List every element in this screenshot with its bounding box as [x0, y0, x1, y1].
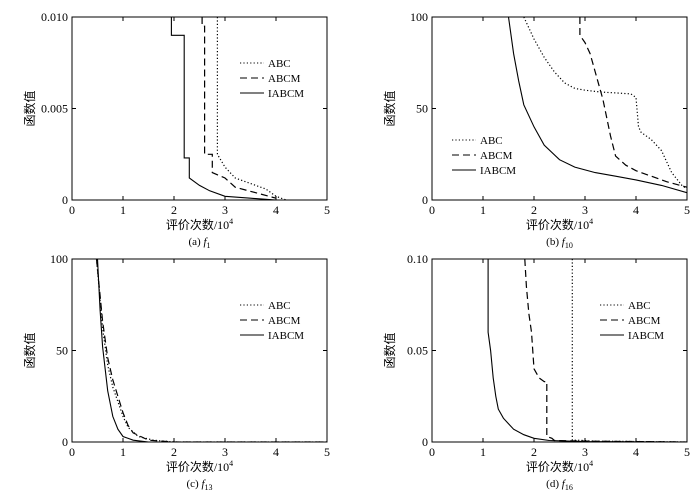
y-tick-label: 0: [62, 435, 68, 449]
x-tick-label: 3: [582, 445, 588, 459]
series-line-iabcm: [96, 259, 327, 442]
series-line-abcm: [201, 17, 277, 199]
x-tick-label: 0: [429, 203, 435, 217]
y-tick-label: 100: [410, 10, 428, 24]
y-tick-label: 0: [422, 435, 428, 449]
legend-label-iabcm: IABCM: [268, 88, 304, 100]
y-tick-label: 0.10: [407, 252, 428, 266]
series-line-abc: [95, 259, 327, 442]
x-tick-label: 3: [222, 445, 228, 459]
x-tick-label: 5: [684, 445, 690, 459]
x-tick-label: 0: [69, 203, 75, 217]
y-tick-label: 0: [62, 193, 68, 207]
legend-label-abcm: ABCM: [480, 150, 513, 162]
x-tick-label: 1: [480, 445, 486, 459]
x-axis-label: 评价次数/104: [526, 217, 593, 232]
legend-label-abcm: ABCM: [268, 73, 301, 85]
legend: ABC ABCM IABCM: [240, 300, 304, 342]
x-axis-label: 评价次数/104: [526, 459, 593, 474]
series-line-iabcm: [507, 17, 687, 194]
x-tick-label: 4: [633, 203, 639, 217]
x-tick-label: 4: [273, 445, 279, 459]
series-line-abcm: [579, 17, 687, 188]
plot-frame: [71, 258, 328, 443]
legend-label-abcm: ABCM: [628, 315, 661, 327]
x-tick-label: 3: [222, 203, 228, 217]
legend-label-abc: ABC: [628, 300, 651, 312]
legend: ABC ABCM IABCM: [452, 135, 516, 177]
legend-label-iabcm: IABCM: [480, 165, 516, 177]
x-tick-label: 1: [120, 445, 126, 459]
y-tick-label: 50: [416, 102, 428, 116]
series-line-iabcm: [487, 259, 687, 442]
x-tick-label: 0: [69, 445, 75, 459]
series-line-abc: [216, 17, 287, 200]
x-axis-label: 评价次数/104: [166, 459, 233, 474]
y-axis-label: 函数值: [22, 332, 37, 368]
legend-label-iabcm: IABCM: [628, 330, 664, 342]
x-tick-label: 1: [480, 203, 486, 217]
series-line-abc: [523, 17, 687, 190]
y-tick-label: 100: [50, 252, 68, 266]
x-tick-label: 2: [531, 203, 537, 217]
x-tick-label: 2: [531, 445, 537, 459]
x-tick-label: 2: [171, 203, 177, 217]
x-tick-label: 0: [429, 445, 435, 459]
series-line-abc: [571, 259, 687, 442]
legend-label-abc: ABC: [480, 135, 503, 147]
legend-label-iabcm: IABCM: [268, 330, 304, 342]
y-tick-label: 0: [422, 193, 428, 207]
y-axis-label: 函数值: [382, 90, 397, 126]
legend-label-abcm: ABCM: [268, 315, 301, 327]
chart-panel-3: 0 1 2 3 4 5 0 0.05 0.10 评价次数/104 函数值 (d) f16 ABC ABCM…: [382, 252, 690, 492]
plot-frame: [431, 16, 688, 201]
y-tick-label: 0.005: [41, 102, 68, 116]
y-axis-label: 函数值: [382, 332, 397, 368]
x-axis-label: 评价次数/104: [166, 217, 233, 232]
series-line-abcm: [95, 259, 327, 442]
x-tick-label: 5: [324, 445, 330, 459]
panel-caption: (c) f13: [186, 478, 212, 492]
y-tick-label: 0.010: [41, 10, 68, 24]
y-tick-label: 0.05: [407, 344, 428, 358]
plot-frame: [431, 258, 688, 443]
legend: ABC ABCM IABCM: [240, 58, 304, 100]
x-tick-label: 5: [684, 203, 690, 217]
legend: ABC ABCM IABCM: [600, 300, 664, 342]
legend-label-abc: ABC: [268, 58, 291, 70]
plot-frame: [71, 16, 328, 201]
x-tick-label: 4: [273, 203, 279, 217]
panel-caption: (a) f1: [188, 236, 210, 250]
legend-label-abc: ABC: [268, 300, 291, 312]
x-tick-label: 2: [171, 445, 177, 459]
x-tick-label: 3: [582, 203, 588, 217]
x-tick-label: 5: [324, 203, 330, 217]
panel-caption: (b) f10: [546, 236, 573, 250]
series-line-iabcm: [170, 17, 277, 200]
x-tick-label: 1: [120, 203, 126, 217]
x-tick-label: 4: [633, 445, 639, 459]
y-tick-label: 50: [56, 344, 68, 358]
y-axis-label: 函数值: [22, 90, 37, 126]
series-line-abcm: [524, 259, 687, 442]
panel-caption: (d) f16: [546, 478, 573, 492]
